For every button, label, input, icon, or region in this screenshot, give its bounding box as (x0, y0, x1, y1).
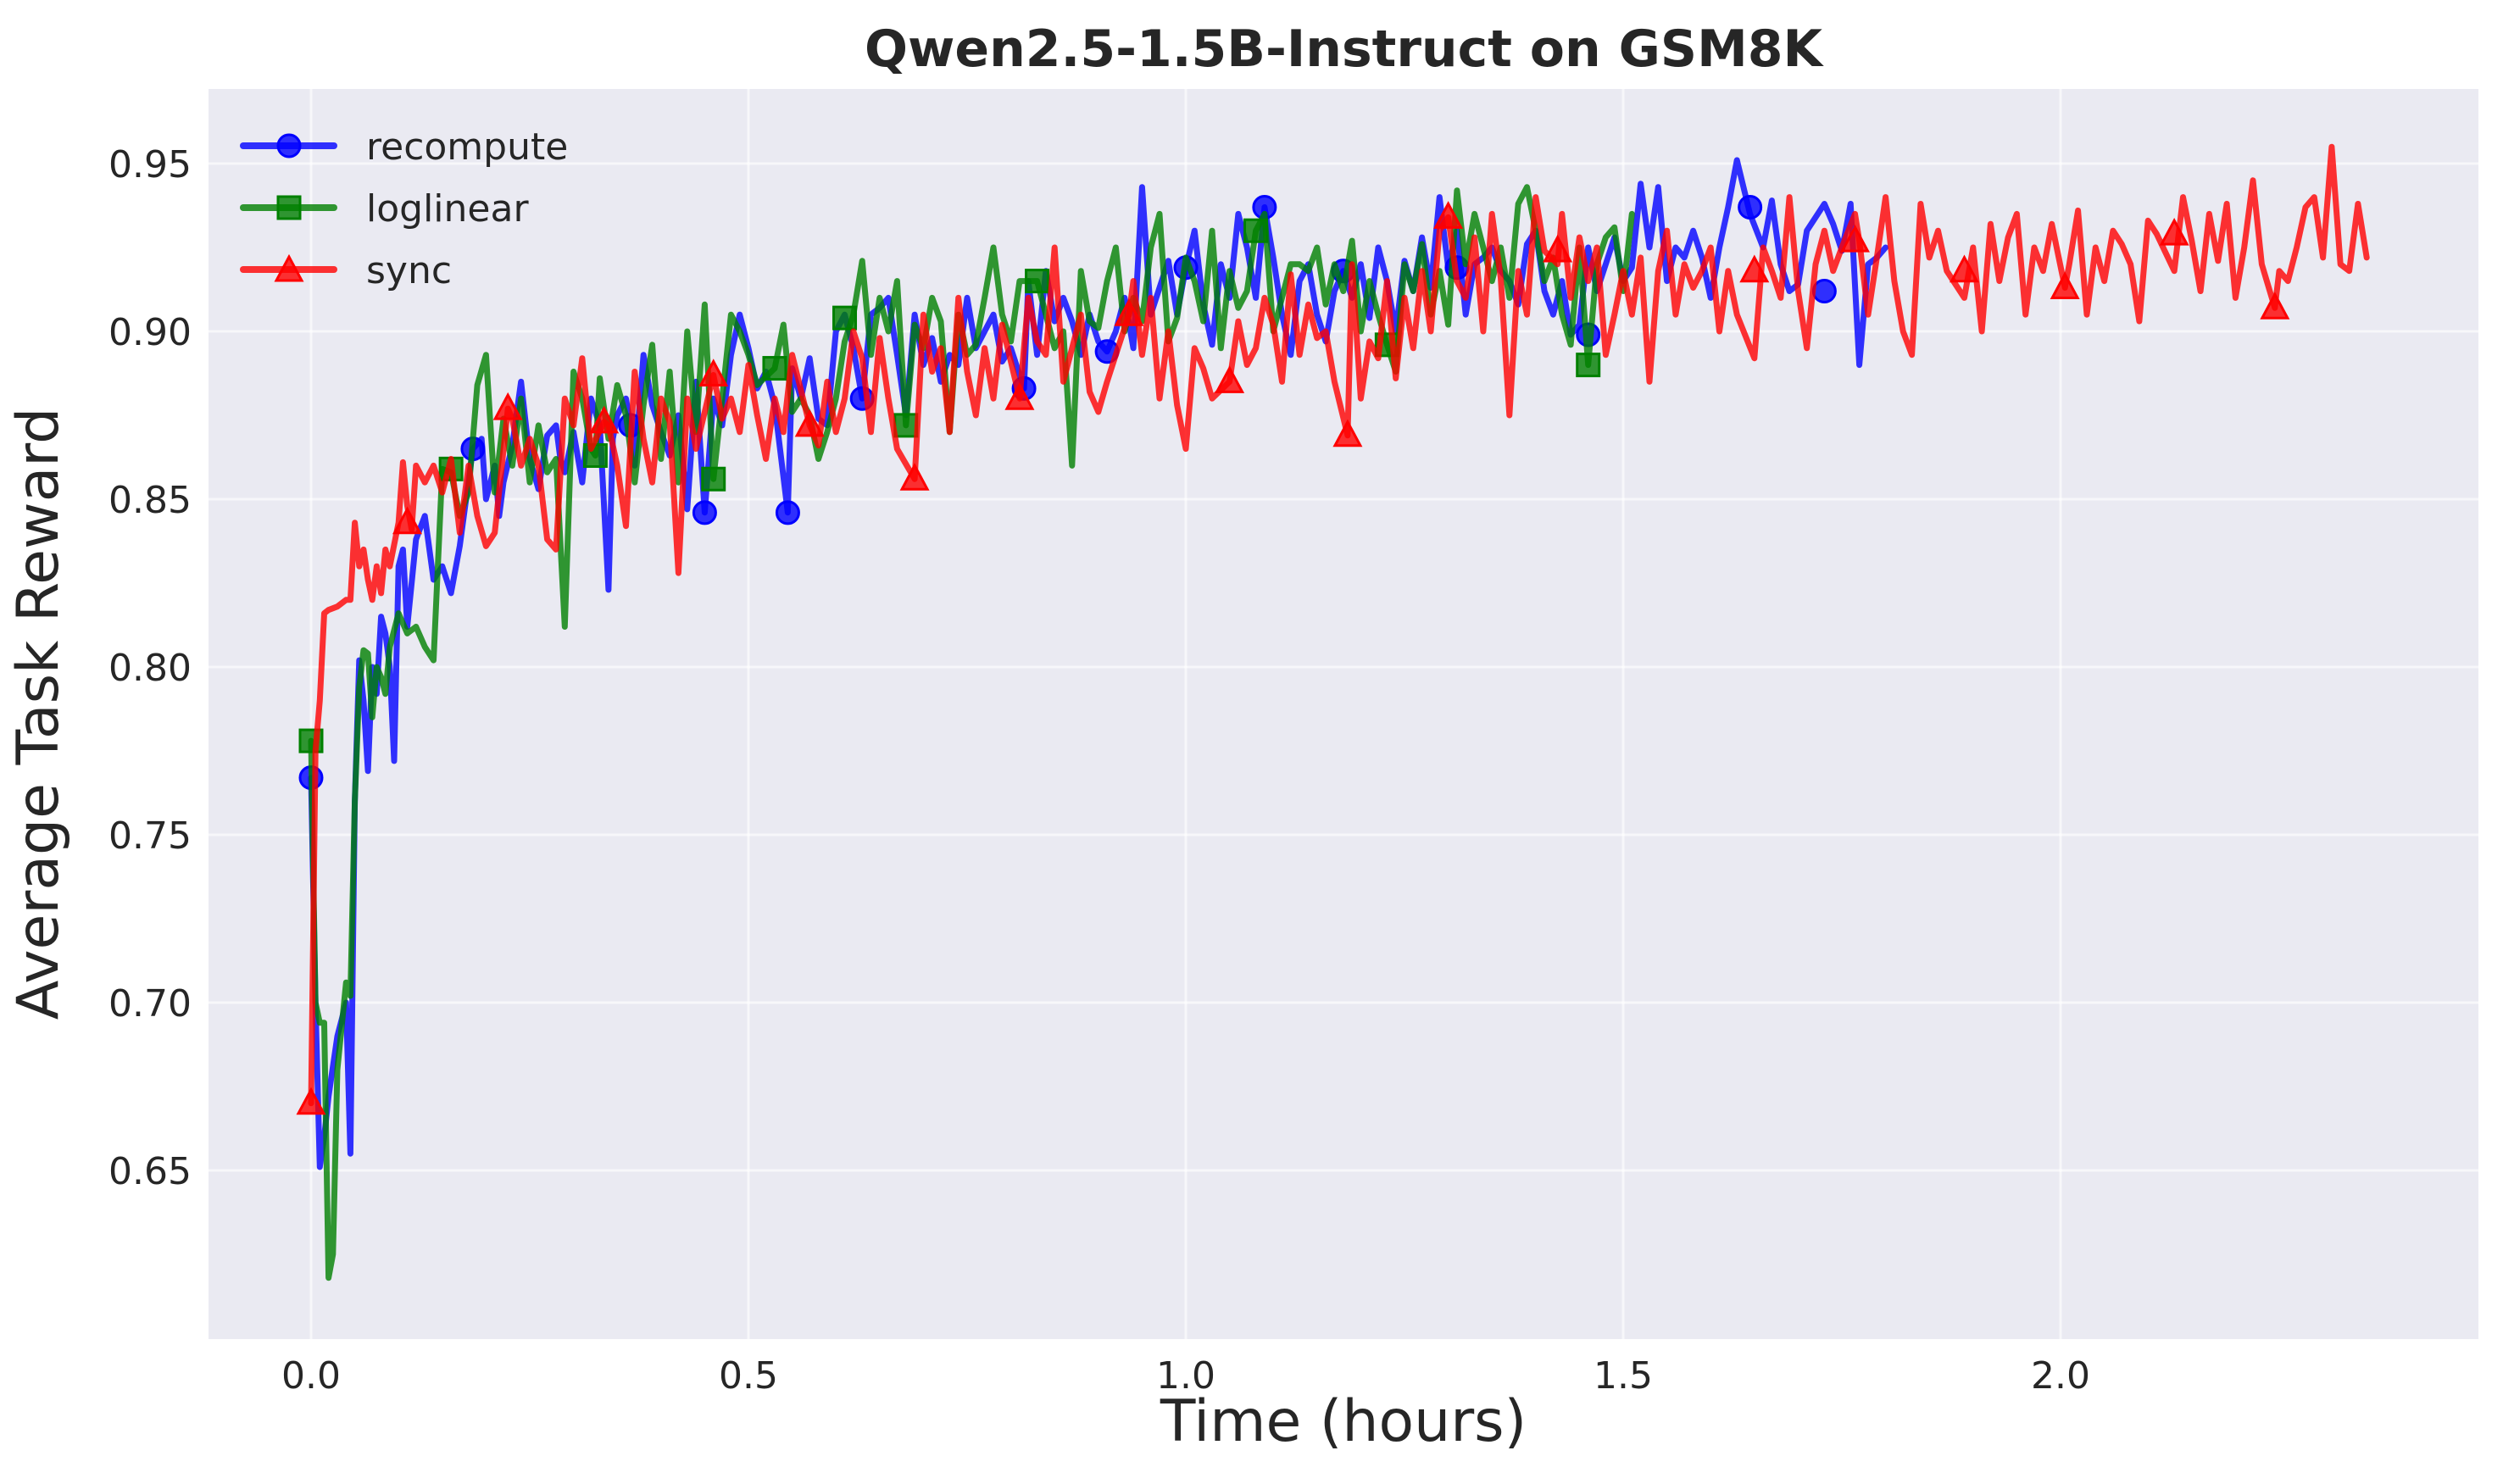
square-marker-icon (582, 443, 608, 469)
x-tick-label: 1.5 (1594, 1354, 1653, 1398)
triangle-marker-icon (1433, 201, 1464, 229)
square-marker-icon (893, 413, 919, 438)
square-marker-icon (1025, 269, 1050, 294)
legend-item-sync: sync (240, 249, 452, 292)
triangle-marker-icon (1004, 382, 1035, 410)
triangle-marker-icon (1543, 234, 1573, 263)
triangle-marker-icon (1739, 254, 1770, 283)
legend-item-recompute: recompute (240, 125, 568, 169)
triangle-marker-icon (1332, 419, 1363, 447)
triangle-marker-icon (2050, 271, 2080, 300)
triangle-marker-icon (1949, 254, 1979, 283)
y-tick-label: 0.85 (108, 479, 192, 522)
x-axis-label: Time (hours) (1160, 1388, 1527, 1455)
circle-marker-icon (1811, 278, 1837, 303)
triangle-marker-icon (2260, 292, 2290, 320)
square-marker-icon (298, 728, 324, 753)
triangle-marker-icon (698, 358, 729, 386)
y-axis-label: Average Task Reward (5, 408, 72, 1020)
legend-label-recompute: recompute (366, 125, 568, 169)
triangle-marker-icon (1839, 224, 1870, 253)
triangle-marker-icon (296, 1087, 326, 1115)
y-tick-label: 0.90 (108, 311, 192, 354)
square-marker-icon (1243, 218, 1269, 243)
circle-marker-icon (276, 133, 302, 158)
legend: recompute loglinear sync (240, 125, 568, 292)
y-tick-label: 0.75 (108, 814, 192, 858)
plot-background (209, 89, 2478, 1339)
triangle-marker-icon (492, 392, 523, 420)
triangle-marker-icon (1215, 365, 1245, 393)
x-tick-label: 2.0 (2031, 1354, 2090, 1398)
triangle-marker-icon (899, 463, 930, 491)
triangle-marker-icon (2159, 217, 2189, 246)
triangle-marker-icon (794, 409, 825, 437)
square-marker-icon (276, 195, 302, 220)
triangle-marker-icon (392, 506, 423, 535)
legend-item-loglinear: loglinear (240, 187, 529, 231)
x-axis-ticks: 0.0 0.5 1.0 1.5 2.0 (281, 1354, 2090, 1398)
triangle-marker-icon (274, 253, 304, 282)
square-marker-icon (832, 305, 858, 331)
chart-title: Qwen2.5-1.5B-Instruct on GSM8K (865, 19, 1825, 79)
x-tick-label: 0.5 (719, 1354, 778, 1398)
y-tick-label: 0.70 (108, 982, 192, 1025)
circle-marker-icon (775, 500, 800, 525)
x-tick-label: 0.0 (281, 1354, 341, 1398)
circle-marker-icon (1738, 194, 1763, 220)
triangle-marker-icon (589, 405, 620, 434)
y-tick-label: 0.95 (108, 143, 192, 186)
y-tick-label: 0.80 (108, 647, 192, 690)
circle-marker-icon (692, 500, 717, 525)
square-marker-icon (1576, 353, 1601, 378)
plot-area: recompute loglinear sync (209, 89, 2478, 1339)
y-axis-ticks: 0.65 0.70 0.75 0.80 0.85 0.90 0.95 (108, 143, 192, 1193)
legend-label-loglinear: loglinear (366, 187, 529, 231)
legend-label-sync: sync (366, 249, 452, 292)
square-marker-icon (701, 466, 726, 492)
square-marker-icon (762, 356, 787, 381)
x-tick-label: 1.0 (1156, 1354, 1215, 1398)
triangle-marker-icon (1114, 298, 1144, 326)
series-layer (296, 143, 2370, 1281)
series-sync (296, 143, 2370, 1115)
y-tick-label: 0.65 (108, 1150, 192, 1193)
series-line-sync (308, 143, 2370, 1107)
